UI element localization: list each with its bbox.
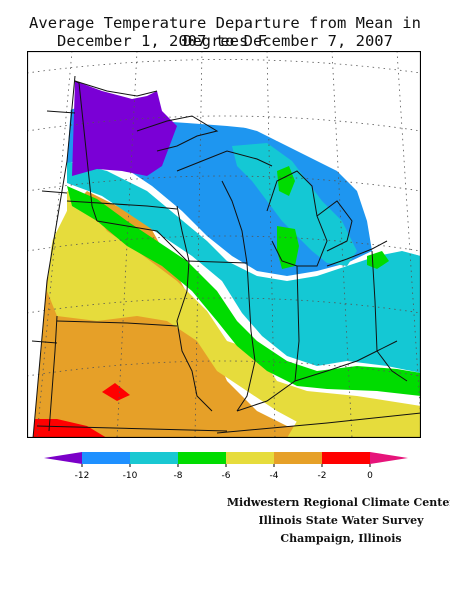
zone-violet bbox=[72, 81, 177, 176]
zone-nodata-top bbox=[157, 51, 421, 256]
credit-line3: Champaign, Illinois bbox=[280, 532, 402, 545]
state-borders bbox=[31, 75, 421, 438]
zone-green-michigan bbox=[277, 226, 299, 269]
legend-tick-label: -12 bbox=[75, 471, 90, 481]
legend-tick-label: -4 bbox=[270, 471, 279, 481]
legend-tick-label: -10 bbox=[123, 471, 138, 481]
legend-tick-label: -2 bbox=[318, 471, 327, 481]
zone-red-strip bbox=[27, 419, 107, 438]
legend-swatch bbox=[274, 452, 323, 464]
zone-cyan bbox=[67, 161, 421, 373]
legend-swatch bbox=[322, 452, 371, 464]
zone-cyan-michigan bbox=[232, 143, 357, 266]
legend-arrow-right bbox=[370, 452, 408, 464]
zone-green-up bbox=[277, 166, 295, 196]
legend-tick-label: -8 bbox=[174, 471, 183, 481]
map-title-line2: December 1, 2007 to December 7, 2007 bbox=[57, 32, 393, 50]
legend-swatch bbox=[178, 452, 227, 464]
legend-swatch bbox=[226, 452, 275, 464]
color-scale-legend: -12-10-8-6-4-202 bbox=[44, 452, 408, 481]
color-fill-layer bbox=[27, 51, 421, 438]
credit-line1: Midwestern Regional Climate Center bbox=[226, 496, 450, 509]
legend-tick-label: -6 bbox=[222, 471, 231, 481]
zone-green bbox=[67, 186, 421, 396]
map-title-line1: Average Temperature Departure from Mean … bbox=[29, 14, 421, 50]
credit-line2: Illinois State Water Survey bbox=[258, 514, 424, 527]
legend-tick-label: 0 bbox=[367, 471, 373, 481]
legend-swatch bbox=[82, 452, 131, 464]
zone-yellow-east bbox=[287, 401, 421, 438]
legend-swatch bbox=[130, 452, 179, 464]
zone-red-spot bbox=[102, 383, 130, 401]
temperature-departure-map bbox=[27, 51, 421, 438]
graticule bbox=[27, 51, 421, 438]
legend-arrow-left bbox=[44, 452, 82, 464]
